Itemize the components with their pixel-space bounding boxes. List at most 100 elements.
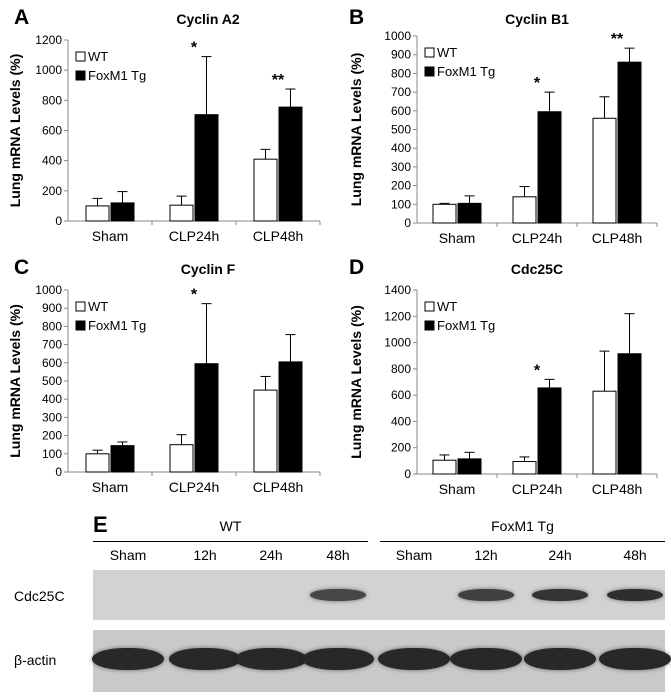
x-tick-label: Sham xyxy=(439,481,476,497)
cdc25c-band xyxy=(607,589,663,601)
legend-label-wt: WT xyxy=(437,299,457,314)
y-tick-label: 700 xyxy=(391,85,411,99)
y-tick-label: 700 xyxy=(42,338,62,352)
legend-label-foxm1-tg: FoxM1 Tg xyxy=(437,64,495,79)
bar-foxm1-tg xyxy=(194,363,219,473)
legend-label-wt: WT xyxy=(437,45,457,60)
y-tick-label: 1000 xyxy=(384,29,411,43)
y-tick-label: 500 xyxy=(42,374,62,388)
actin-band xyxy=(524,648,596,670)
legend-swatch-foxm1-tg xyxy=(75,70,86,81)
y-tick-label: 1000 xyxy=(35,63,62,77)
y-tick-label: 1400 xyxy=(384,283,411,297)
x-tick-label: Sham xyxy=(92,479,129,495)
bar-foxm1-tg xyxy=(537,387,562,475)
blot-row-label-actin: β-actin xyxy=(14,652,57,668)
y-tick-label: 900 xyxy=(42,301,62,315)
bar-wt xyxy=(253,389,278,473)
legend-swatch-foxm1-tg xyxy=(424,66,435,77)
bar-wt xyxy=(253,158,278,222)
significance-marker: * xyxy=(534,362,541,379)
legend-label-wt: WT xyxy=(88,299,108,314)
y-axis-label: Lung mRNA Levels (%) xyxy=(7,304,23,458)
legend-label-wt: WT xyxy=(88,49,108,64)
chart-title: Cyclin F xyxy=(181,261,236,277)
legend-swatch-wt xyxy=(75,51,86,62)
y-tick-label: 300 xyxy=(42,410,62,424)
y-tick-label: 1000 xyxy=(384,336,411,350)
y-axis-label: Lung mRNA Levels (%) xyxy=(7,54,23,208)
y-tick-label: 800 xyxy=(391,66,411,80)
actin-band xyxy=(235,648,307,670)
y-tick-label: 300 xyxy=(391,160,411,174)
actin-band xyxy=(450,648,522,670)
bar-wt xyxy=(512,461,537,475)
significance-marker: * xyxy=(191,40,198,57)
bar-wt xyxy=(85,453,110,473)
y-tick-label: 400 xyxy=(42,392,62,406)
x-tick-label: CLP48h xyxy=(592,230,643,246)
chart-panel-c: C Cyclin F Lung mRNA Levels (%) 0 100 200 300 4… xyxy=(7,256,321,495)
bar-wt xyxy=(85,205,110,222)
y-tick-label: 1000 xyxy=(35,283,62,297)
blot-group-foxm1: FoxM1 Tg xyxy=(491,518,554,534)
legend-swatch-foxm1-tg xyxy=(424,320,435,331)
blot-lane-label: 24h xyxy=(548,547,572,563)
legend-swatch-wt xyxy=(424,47,435,58)
x-tick-label: Sham xyxy=(439,230,476,246)
chart-title: Cdc25C xyxy=(511,261,563,277)
y-tick-label: 800 xyxy=(42,319,62,333)
y-tick-label: 900 xyxy=(391,48,411,62)
blot-group-wt-line xyxy=(93,541,368,542)
x-tick-label: Sham xyxy=(92,228,129,244)
y-tick-label: 500 xyxy=(391,123,411,137)
bar-foxm1-tg xyxy=(110,202,135,222)
blot-strip-actin xyxy=(92,630,671,692)
blot-lane-label: 48h xyxy=(623,547,647,563)
y-tick-label: 800 xyxy=(391,362,411,376)
y-axis-label: Lung mRNA Levels (%) xyxy=(348,53,364,207)
cdc25c-band xyxy=(310,589,366,601)
y-tick-label: 600 xyxy=(42,356,62,370)
y-tick-label: 0 xyxy=(55,214,62,228)
panel-letter-e: E xyxy=(93,512,108,537)
legend-swatch-foxm1-tg xyxy=(75,320,86,331)
bar-foxm1-tg xyxy=(278,106,303,222)
legend-label-foxm1-tg: FoxM1 Tg xyxy=(437,318,495,333)
blot-lane-label: 24h xyxy=(259,547,283,563)
bar-wt xyxy=(169,204,194,222)
bar-wt xyxy=(169,444,194,473)
blot-row-label-cdc25c: Cdc25C xyxy=(14,588,65,604)
legend-label-foxm1-tg: FoxM1 Tg xyxy=(88,318,146,333)
blot-lane-label: 12h xyxy=(193,547,217,563)
bar-wt xyxy=(592,390,617,475)
y-tick-label: 1200 xyxy=(35,33,62,47)
cdc25c-band xyxy=(532,589,588,601)
y-tick-label: 200 xyxy=(391,441,411,455)
chart-panel-b: B Cyclin B1 Lung mRNA Levels (%) 0 100 200 300… xyxy=(348,6,658,246)
y-tick-label: 100 xyxy=(391,197,411,211)
blot-lane-label: 48h xyxy=(326,547,350,563)
bar-wt xyxy=(592,117,617,224)
panel-letter-a: A xyxy=(14,6,29,29)
blot-group-wt: WT xyxy=(219,518,242,534)
y-tick-label: 0 xyxy=(55,465,62,479)
y-tick-label: 600 xyxy=(391,388,411,402)
x-tick-label: CLP48h xyxy=(253,479,304,495)
x-tick-label: CLP48h xyxy=(253,228,304,244)
x-tick-label: CLP48h xyxy=(592,481,643,497)
bar-wt xyxy=(432,203,457,224)
panel-letter-c: C xyxy=(14,256,29,279)
actin-band xyxy=(378,648,450,670)
actin-band xyxy=(92,648,164,670)
legend-swatch-wt xyxy=(424,301,435,312)
x-tick-label: CLP24h xyxy=(512,230,563,246)
chart-panel-a: A Cyclin A2 Lung mRNA Levels (%) 0 200 400 600… xyxy=(7,6,321,244)
bar-wt xyxy=(432,459,457,475)
significance-marker: * xyxy=(191,287,198,304)
y-tick-label: 200 xyxy=(391,179,411,193)
blot-strip-cdc25c xyxy=(93,570,665,620)
blot-lane-label: Sham xyxy=(395,547,433,563)
panel-letter-b: B xyxy=(349,6,364,29)
actin-band xyxy=(302,648,374,670)
